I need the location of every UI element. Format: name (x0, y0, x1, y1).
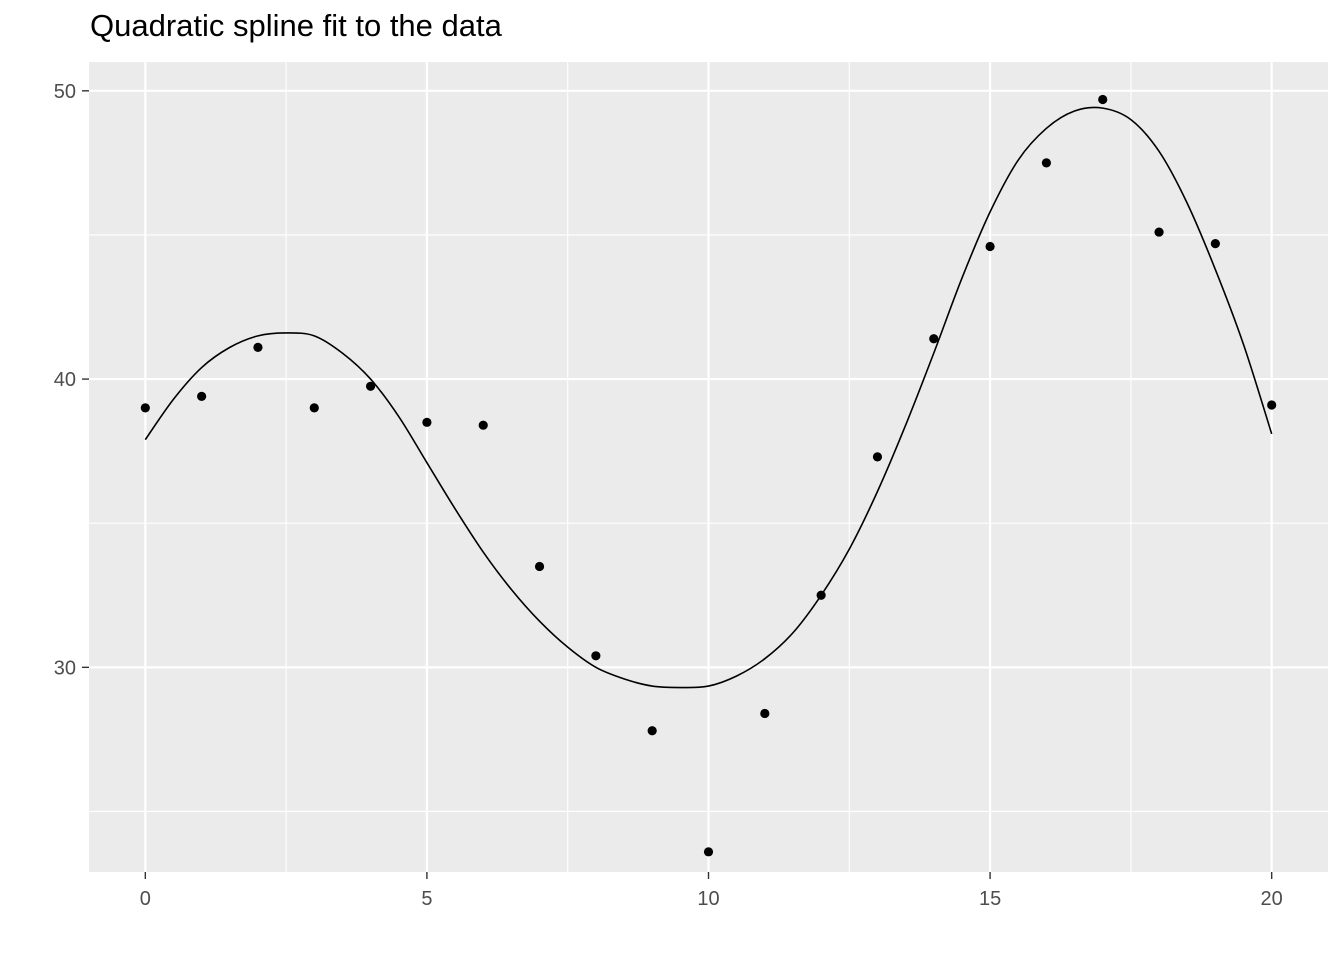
data-point (816, 590, 826, 600)
y-tick-label: 30 (54, 657, 76, 679)
data-point (703, 847, 714, 857)
x-axis: 0 5 10 15 20 (140, 872, 1283, 910)
points-layer (140, 94, 1277, 857)
data-point (591, 651, 601, 661)
data-point (647, 726, 657, 736)
spline-fit-line (144, 106, 1273, 689)
data-point (534, 561, 545, 572)
data-point (929, 334, 939, 344)
data-point (760, 708, 770, 719)
x-tick-label: 20 (1261, 888, 1283, 910)
data-point (1267, 400, 1277, 410)
data-point (1098, 94, 1108, 105)
x-tick-label: 10 (697, 888, 719, 910)
data-point (872, 452, 883, 462)
data-point (478, 420, 488, 430)
x-tick-label: 0 (140, 888, 151, 910)
data-point (1041, 158, 1052, 168)
data-point (1210, 239, 1220, 249)
data-point (1154, 227, 1164, 237)
grid-major (89, 62, 1328, 872)
chart-title: Quadratic spline fit to the data (90, 8, 502, 43)
data-point (140, 403, 150, 413)
data-point (253, 342, 263, 352)
y-axis: 30 40 50 (54, 81, 89, 679)
x-tick-label: 15 (979, 888, 1001, 910)
data-point (422, 417, 432, 427)
y-tick-label: 40 (54, 369, 76, 391)
data-point (365, 381, 376, 391)
fit-layer (144, 106, 1273, 689)
y-tick-label: 50 (54, 81, 76, 103)
x-tick-label: 5 (421, 888, 432, 910)
data-point (197, 391, 207, 401)
data-point (985, 241, 995, 252)
data-point (309, 403, 319, 413)
